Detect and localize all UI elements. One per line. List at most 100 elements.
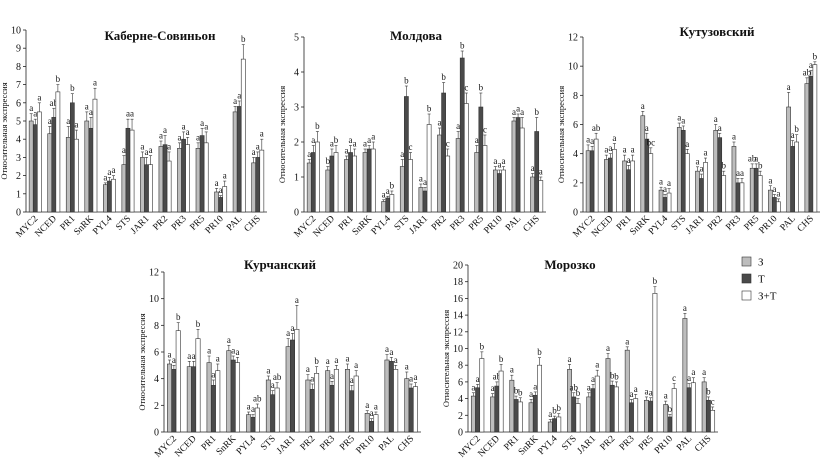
significance-label: a xyxy=(645,123,649,133)
significance-label: a xyxy=(714,114,718,124)
chart-title: Морозко xyxy=(544,257,595,272)
significance-label: a xyxy=(219,185,223,195)
significance-label: a xyxy=(371,132,375,142)
bar xyxy=(74,138,79,213)
bar xyxy=(88,127,94,213)
significance-label: a xyxy=(606,343,610,353)
significance-label: a xyxy=(516,104,520,114)
bar xyxy=(441,92,446,213)
bar xyxy=(111,178,116,213)
significance-label: a xyxy=(145,147,149,157)
x-tick-label: JAR1 xyxy=(408,214,431,237)
significance-label: a xyxy=(233,96,237,106)
significance-label: a xyxy=(497,160,501,170)
bar xyxy=(285,346,291,433)
x-tick-label: PAL xyxy=(779,214,798,233)
bar xyxy=(144,164,149,213)
bar xyxy=(32,124,38,213)
significance-label: a xyxy=(438,118,442,128)
significance-label: a xyxy=(330,371,334,381)
y-tick-label: 0 xyxy=(294,208,299,219)
bar xyxy=(517,401,523,433)
significance-label: b xyxy=(758,161,763,171)
y-tick-label: 4 xyxy=(458,394,463,405)
y-tick-label: 4 xyxy=(294,68,299,79)
significance-label: a xyxy=(168,350,172,360)
bar xyxy=(676,127,682,213)
x-tick-label: PYL4 xyxy=(235,434,258,457)
significance-label: a xyxy=(326,356,330,366)
bar xyxy=(408,159,413,213)
bar xyxy=(222,186,228,213)
bar xyxy=(270,394,276,433)
bar xyxy=(786,106,791,213)
significance-label: a xyxy=(167,141,171,151)
y-tick-label: 2 xyxy=(573,178,578,189)
y-tick-label: 2 xyxy=(294,138,299,149)
x-tick-label: PR10 xyxy=(653,434,675,456)
x-tick-label: PR10 xyxy=(758,214,780,236)
y-tick-label: 8 xyxy=(573,91,578,102)
significance-label: a xyxy=(663,184,667,194)
significance-label: a xyxy=(695,156,699,166)
significance-label: a xyxy=(291,323,295,333)
bar xyxy=(107,180,112,213)
chart-title: Курчанский xyxy=(244,257,317,272)
y-tick-label: 10 xyxy=(11,26,21,37)
significance-label: a xyxy=(641,101,645,111)
significance-label: a xyxy=(149,145,153,155)
significance-label: a xyxy=(354,360,358,370)
bar xyxy=(501,169,506,213)
bar xyxy=(537,364,542,433)
bar xyxy=(590,388,596,433)
bar xyxy=(344,159,349,213)
significance-label: b xyxy=(334,135,339,145)
bar xyxy=(404,378,410,433)
y-tick-label: 2 xyxy=(154,401,159,412)
significance-label: a xyxy=(700,164,704,174)
significance-label: c xyxy=(483,125,487,135)
bar xyxy=(370,148,376,213)
bar xyxy=(186,366,192,433)
significance-label: a xyxy=(587,382,591,392)
significance-label: a xyxy=(476,374,480,384)
significance-label: b xyxy=(427,104,432,114)
y-tick-label: 4 xyxy=(573,149,578,160)
significance-label: a xyxy=(493,156,497,166)
significance-label: a xyxy=(681,115,685,125)
bar xyxy=(381,201,387,213)
significance-label: a xyxy=(595,360,599,370)
bar xyxy=(418,187,424,213)
x-tick-label: PR3 xyxy=(724,214,743,233)
bar xyxy=(195,338,201,433)
significance-label: b xyxy=(70,83,75,93)
bar xyxy=(497,173,502,213)
significance-label: c xyxy=(711,396,715,406)
bar xyxy=(629,402,634,433)
significance-label: a xyxy=(192,351,196,361)
bar xyxy=(388,361,394,433)
x-tick-label: PAL xyxy=(377,434,396,453)
bar xyxy=(329,385,335,433)
significance-label: a xyxy=(247,402,251,412)
x-tick-label: PYL4 xyxy=(370,214,393,237)
significance-label: a xyxy=(200,118,204,128)
bar xyxy=(575,403,581,433)
bar xyxy=(251,162,256,213)
significance-label: b xyxy=(557,403,562,413)
bar xyxy=(129,129,135,213)
x-tick-label: PR2 xyxy=(599,434,618,453)
significance-label: bc xyxy=(647,137,656,147)
bar xyxy=(393,369,399,433)
significance-label: a xyxy=(140,141,144,151)
significance-label: a xyxy=(112,165,116,175)
significance-label: ab xyxy=(592,123,601,133)
x-tick-label: JAR1 xyxy=(275,434,298,457)
x-tick-label: PR2 xyxy=(430,214,449,233)
significance-label: a xyxy=(306,364,310,374)
significance-label: a xyxy=(260,129,264,139)
bar xyxy=(630,160,635,213)
bar xyxy=(315,141,320,213)
bar xyxy=(199,135,205,213)
